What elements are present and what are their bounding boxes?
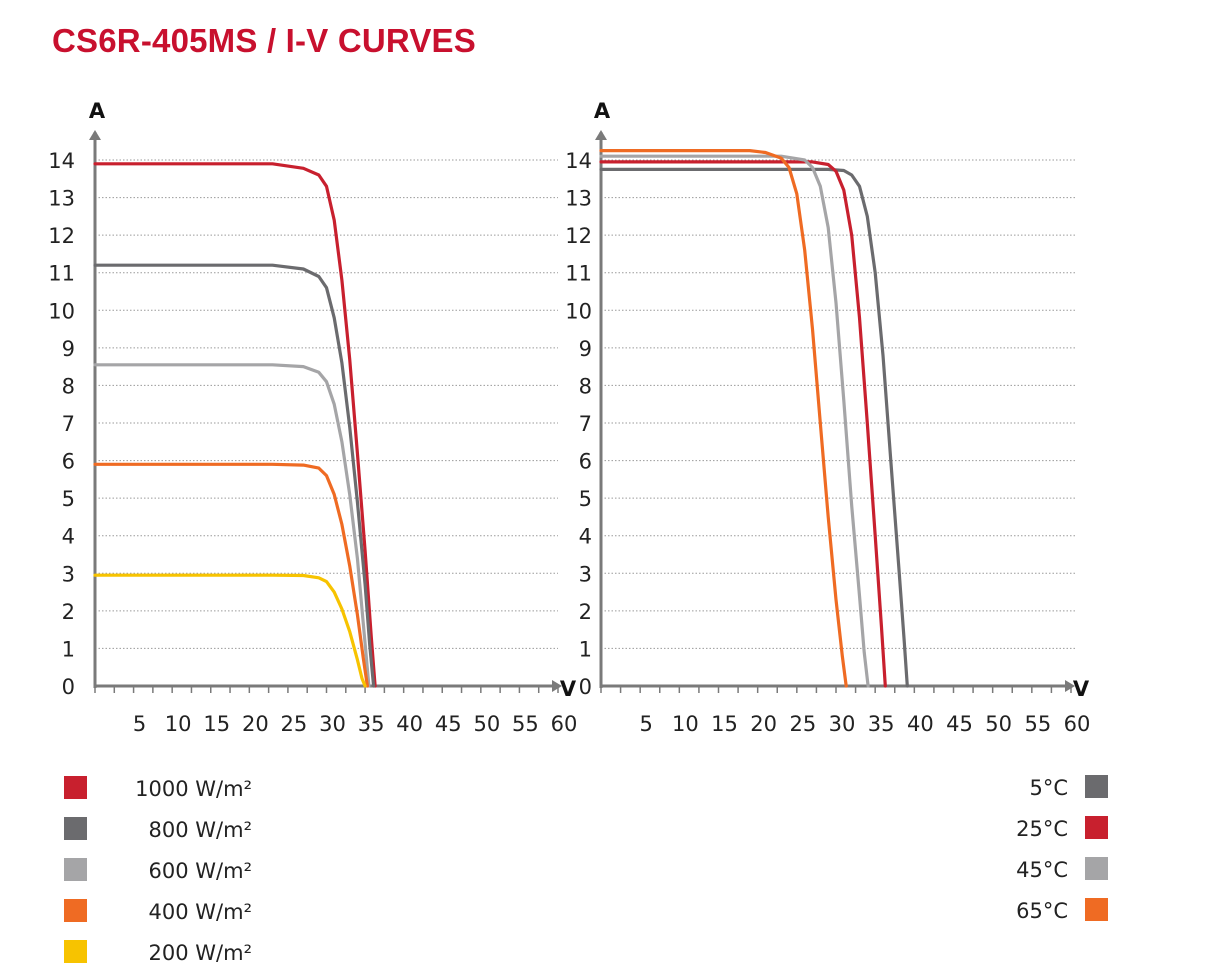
- x-tick-label: 35: [358, 712, 385, 736]
- series-line-3: [599, 149, 848, 688]
- x-tick-label: 50: [985, 712, 1012, 736]
- legend-swatch: [1085, 775, 1108, 798]
- y-tick-label: 5: [579, 487, 592, 511]
- x-tick-label: 60: [551, 712, 578, 736]
- y-tick-label: 8: [579, 374, 592, 398]
- x-axis-arrow: [1065, 680, 1075, 692]
- y-tick-label: 11: [48, 262, 75, 286]
- y-tick-label: 4: [62, 525, 75, 549]
- series-line-0: [599, 167, 909, 688]
- legend-swatch: [64, 776, 87, 799]
- x-tick-label: 10: [672, 712, 699, 736]
- x-tick-label: 45: [946, 712, 973, 736]
- y-tick-label: 9: [62, 337, 75, 361]
- y-axis-label: A: [89, 99, 106, 123]
- y-tick-label: 10: [48, 299, 75, 323]
- x-tick-label: 25: [281, 712, 308, 736]
- series-line-2: [93, 363, 371, 688]
- x-tick-label: 15: [711, 712, 738, 736]
- series-line-4: [93, 573, 367, 688]
- y-tick-label: 14: [565, 149, 592, 173]
- legend-label: 25°C: [1016, 817, 1068, 841]
- legend-swatch: [64, 940, 87, 963]
- x-tick-label: 30: [829, 712, 856, 736]
- legend-label: 5°C: [1029, 776, 1068, 800]
- y-tick-label: 7: [579, 412, 592, 436]
- x-tick-label: 45: [435, 712, 462, 736]
- y-tick-label: 0: [62, 675, 75, 699]
- x-tick-label: 5: [133, 712, 146, 736]
- legend-swatch: [64, 858, 87, 881]
- series-line-2: [599, 154, 870, 688]
- legend-label: 200 W/m²: [148, 941, 252, 965]
- y-tick-label: 5: [62, 487, 75, 511]
- legend-label: 800 W/m²: [148, 818, 252, 842]
- x-axis-arrow: [552, 680, 562, 692]
- x-tick-label: 15: [203, 712, 230, 736]
- x-tick-label: 25: [789, 712, 816, 736]
- x-tick-label: 5: [639, 712, 652, 736]
- y-tick-label: 13: [565, 187, 592, 211]
- y-tick-label: 0: [579, 675, 592, 699]
- y-axis-arrow: [89, 130, 101, 140]
- y-tick-label: 12: [48, 224, 75, 248]
- legend-label: 65°C: [1016, 899, 1068, 923]
- x-tick-label: 55: [512, 712, 539, 736]
- legend-swatch: [1085, 816, 1108, 839]
- y-tick-label: 6: [62, 450, 75, 474]
- y-tick-label: 11: [565, 262, 592, 286]
- y-tick-label: 3: [62, 562, 75, 586]
- x-axis-label: V: [560, 677, 577, 701]
- x-tick-label: 55: [1024, 712, 1051, 736]
- y-tick-label: 1: [579, 637, 592, 661]
- page-title: CS6R-405MS / I-V CURVES: [52, 22, 476, 59]
- legend-swatch: [1085, 898, 1108, 921]
- legend-label: 45°C: [1016, 858, 1068, 882]
- legend-swatch: [1085, 857, 1108, 880]
- y-tick-label: 2: [62, 600, 75, 624]
- x-tick-label: 30: [319, 712, 346, 736]
- y-tick-label: 4: [579, 525, 592, 549]
- legend-label: 600 W/m²: [148, 859, 252, 883]
- y-tick-label: 7: [62, 412, 75, 436]
- series-line-3: [93, 462, 369, 688]
- series-line-1: [599, 160, 887, 688]
- y-tick-label: 9: [579, 337, 592, 361]
- y-tick-label: 6: [579, 450, 592, 474]
- y-axis-label: A: [594, 99, 611, 123]
- y-tick-label: 10: [565, 299, 592, 323]
- x-tick-label: 60: [1064, 712, 1091, 736]
- legend-swatch: [64, 817, 87, 840]
- x-tick-label: 40: [907, 712, 934, 736]
- x-tick-label: 20: [750, 712, 777, 736]
- x-tick-label: 10: [165, 712, 192, 736]
- legend-label: 1000 W/m²: [135, 777, 252, 801]
- y-axis-arrow: [595, 130, 607, 140]
- series-line-1: [93, 263, 376, 688]
- x-tick-label: 35: [868, 712, 895, 736]
- y-tick-label: 2: [579, 600, 592, 624]
- x-axis-label: V: [1073, 677, 1090, 701]
- series-line-0: [93, 162, 377, 688]
- y-tick-label: 3: [579, 562, 592, 586]
- x-tick-label: 50: [473, 712, 500, 736]
- legend-swatch: [64, 899, 87, 922]
- y-tick-label: 14: [48, 149, 75, 173]
- y-tick-label: 13: [48, 187, 75, 211]
- x-tick-label: 20: [242, 712, 269, 736]
- y-tick-label: 12: [565, 224, 592, 248]
- legend-label: 400 W/m²: [148, 900, 252, 924]
- x-tick-label: 40: [396, 712, 423, 736]
- y-tick-label: 1: [62, 637, 75, 661]
- y-tick-label: 8: [62, 374, 75, 398]
